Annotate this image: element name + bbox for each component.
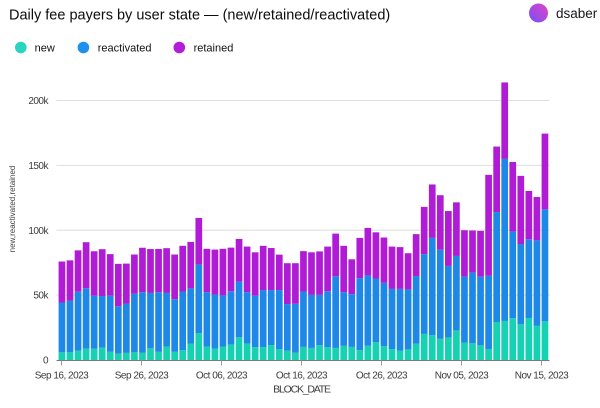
svg-text:BLOCK_DATE: BLOCK_DATE [273,384,331,396]
svg-text:Oct 16, 2023: Oct 16, 2023 [276,371,328,382]
svg-text:Sep 26, 2023: Sep 26, 2023 [115,371,169,382]
svg-text:50k: 50k [33,291,49,302]
svg-text:dsaber: dsaber [556,6,598,21]
svg-text:150k: 150k [28,161,49,172]
svg-text:Oct 26, 2023: Oct 26, 2023 [356,371,408,382]
svg-text:Oct 06, 2023: Oct 06, 2023 [196,371,248,382]
svg-text:200k: 200k [28,96,49,107]
svg-text:new: new [35,43,55,55]
svg-text:Nov 15, 2023: Nov 15, 2023 [515,371,569,382]
svg-text:new,reactivated,retained: new,reactivated,retained [8,166,17,253]
svg-text:0: 0 [43,356,49,367]
svg-text:Nov 05, 2023: Nov 05, 2023 [435,371,489,382]
svg-text:100k: 100k [28,226,49,237]
svg-text:Sep 16, 2023: Sep 16, 2023 [35,371,89,382]
svg-text:Daily fee payers by user state: Daily fee payers by user state — (new/re… [9,8,390,24]
svg-text:reactivated: reactivated [98,43,152,55]
svg-text:retained: retained [194,43,234,55]
